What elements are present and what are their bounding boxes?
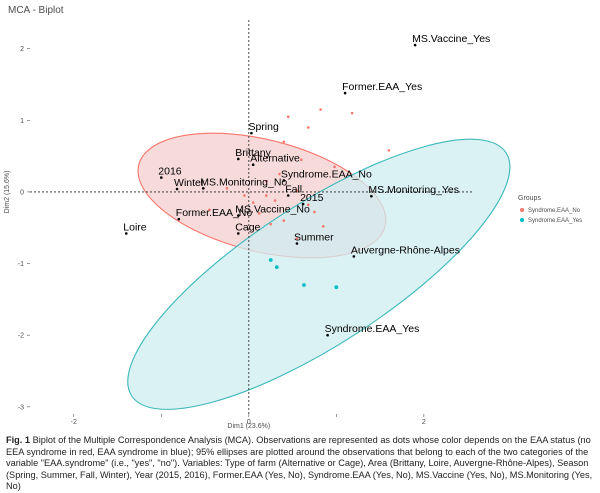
- variable-label: MS.Vaccine_Yes: [412, 33, 490, 45]
- observation-point-no: [273, 199, 277, 202]
- observation-point-no: [319, 108, 322, 111]
- observation-point-no: [286, 115, 290, 119]
- observation-point-no: [307, 126, 310, 129]
- y-axis-title: Dim2 (15.6%): [4, 171, 11, 214]
- variable-point: [237, 157, 240, 161]
- y-tick-label: -2: [18, 333, 24, 340]
- observation-point-no: [258, 212, 261, 215]
- x-axis-title: Dim1 (23.6%): [227, 423, 270, 430]
- legend-entry: Syndrome.EAA_Yes: [528, 218, 582, 224]
- variable-point: [370, 194, 373, 198]
- legend-marker: [520, 218, 524, 222]
- observation-point-no: [350, 111, 354, 115]
- observation-point-no: [265, 194, 268, 197]
- caption-label: Fig. 1: [6, 435, 30, 445]
- variable-point: [282, 179, 286, 182]
- y-tick-label: 2: [20, 46, 24, 53]
- variable-point: [326, 333, 329, 337]
- variable-point: [159, 176, 163, 179]
- observation-point-no: [265, 179, 268, 183]
- variable-label: Brittany: [235, 147, 271, 159]
- variable-point: [177, 217, 181, 221]
- y-tick-label: -3: [18, 404, 24, 411]
- chart-title: MCA - Biplot: [8, 5, 64, 16]
- variable-point: [301, 202, 305, 206]
- observation-point-yes: [268, 258, 273, 262]
- observation-point-no: [295, 189, 299, 192]
- variable-label: MS.Monitoring_No: [200, 176, 287, 188]
- observation-point-no: [295, 237, 299, 240]
- observation-point-no: [321, 225, 325, 228]
- variable-label: 2015: [300, 192, 324, 204]
- variable-label: Former.EAA_No: [176, 207, 253, 219]
- legend-entry: Syndrome.EAA_No: [528, 208, 581, 214]
- figure-caption: Fig. 1 Biplot of the Multiple Correspond…: [6, 435, 596, 493]
- variable-label: Spring: [248, 121, 279, 133]
- variable-point: [413, 43, 417, 47]
- variable-label: Winter: [174, 177, 205, 189]
- observation-point-no: [313, 210, 316, 214]
- observation-point-no: [300, 158, 303, 161]
- variable-point: [295, 242, 299, 245]
- confidence-ellipse-yes: [127, 138, 511, 410]
- observation-point-no: [307, 203, 310, 207]
- legend-title: Groups: [518, 195, 541, 202]
- variable-label: MS.Vaccine_No: [235, 204, 310, 216]
- observation-point-yes: [334, 285, 339, 290]
- observation-point-no: [278, 172, 281, 176]
- y-tick-label: 1: [20, 118, 24, 125]
- variable-point: [237, 232, 240, 235]
- x-tick-label: -2: [71, 419, 77, 426]
- variable-point: [286, 194, 290, 197]
- variable-label: Loire: [123, 221, 147, 233]
- variable-label: Cage: [235, 221, 260, 233]
- variable-point: [201, 187, 205, 190]
- variable-point: [237, 214, 240, 217]
- observation-point-no: [208, 208, 211, 212]
- observation-point-no: [282, 219, 286, 222]
- variable-point: [124, 232, 128, 235]
- observation-point-no: [333, 165, 336, 169]
- variable-label: Auvergne-Rhône-Alpes: [351, 244, 460, 256]
- observation-point-no: [225, 187, 229, 190]
- x-tick-label: 0: [247, 419, 251, 426]
- observation-point-yes: [302, 283, 306, 287]
- y-tick-label: -1: [18, 261, 24, 268]
- variable-label: 2016: [158, 166, 182, 178]
- variable-point: [343, 91, 347, 95]
- y-tick-label: 0: [20, 189, 24, 196]
- variable-label: Alternative: [250, 153, 300, 165]
- variable-point: [251, 163, 255, 167]
- x-tick-label: 2: [422, 419, 426, 426]
- observation-point-no: [251, 201, 255, 204]
- observation-point-no: [387, 149, 391, 152]
- observation-point-no: [269, 222, 272, 226]
- variable-label: Summer: [294, 232, 334, 244]
- variable-point: [175, 187, 179, 191]
- biplot-figure: MCA - Biplot MS.Vaccine_Yes Former.EAA_Yes…: [4, 5, 582, 430]
- observation-point-no: [282, 140, 286, 144]
- observation-point-no: [243, 194, 246, 197]
- caption-text: Biplot of the Multiple Correspondence An…: [6, 435, 593, 492]
- biplot-chart: MCA - Biplot MS.Vaccine_Yes Former.EAA_Yes…: [4, 5, 582, 430]
- variable-label: Former.EAA_Yes: [342, 81, 422, 93]
- variable-point: [250, 131, 253, 135]
- observation-point-yes: [274, 265, 279, 270]
- variable-label: Syndrome.EAA_Yes: [325, 323, 420, 335]
- legend-marker: [520, 208, 524, 212]
- variable-label: MS.Monitoring_Yes: [368, 184, 459, 196]
- variable-label: Fall: [285, 184, 302, 196]
- variable-label: Syndrome.EAA_No: [281, 168, 372, 180]
- variable-point: [352, 255, 356, 258]
